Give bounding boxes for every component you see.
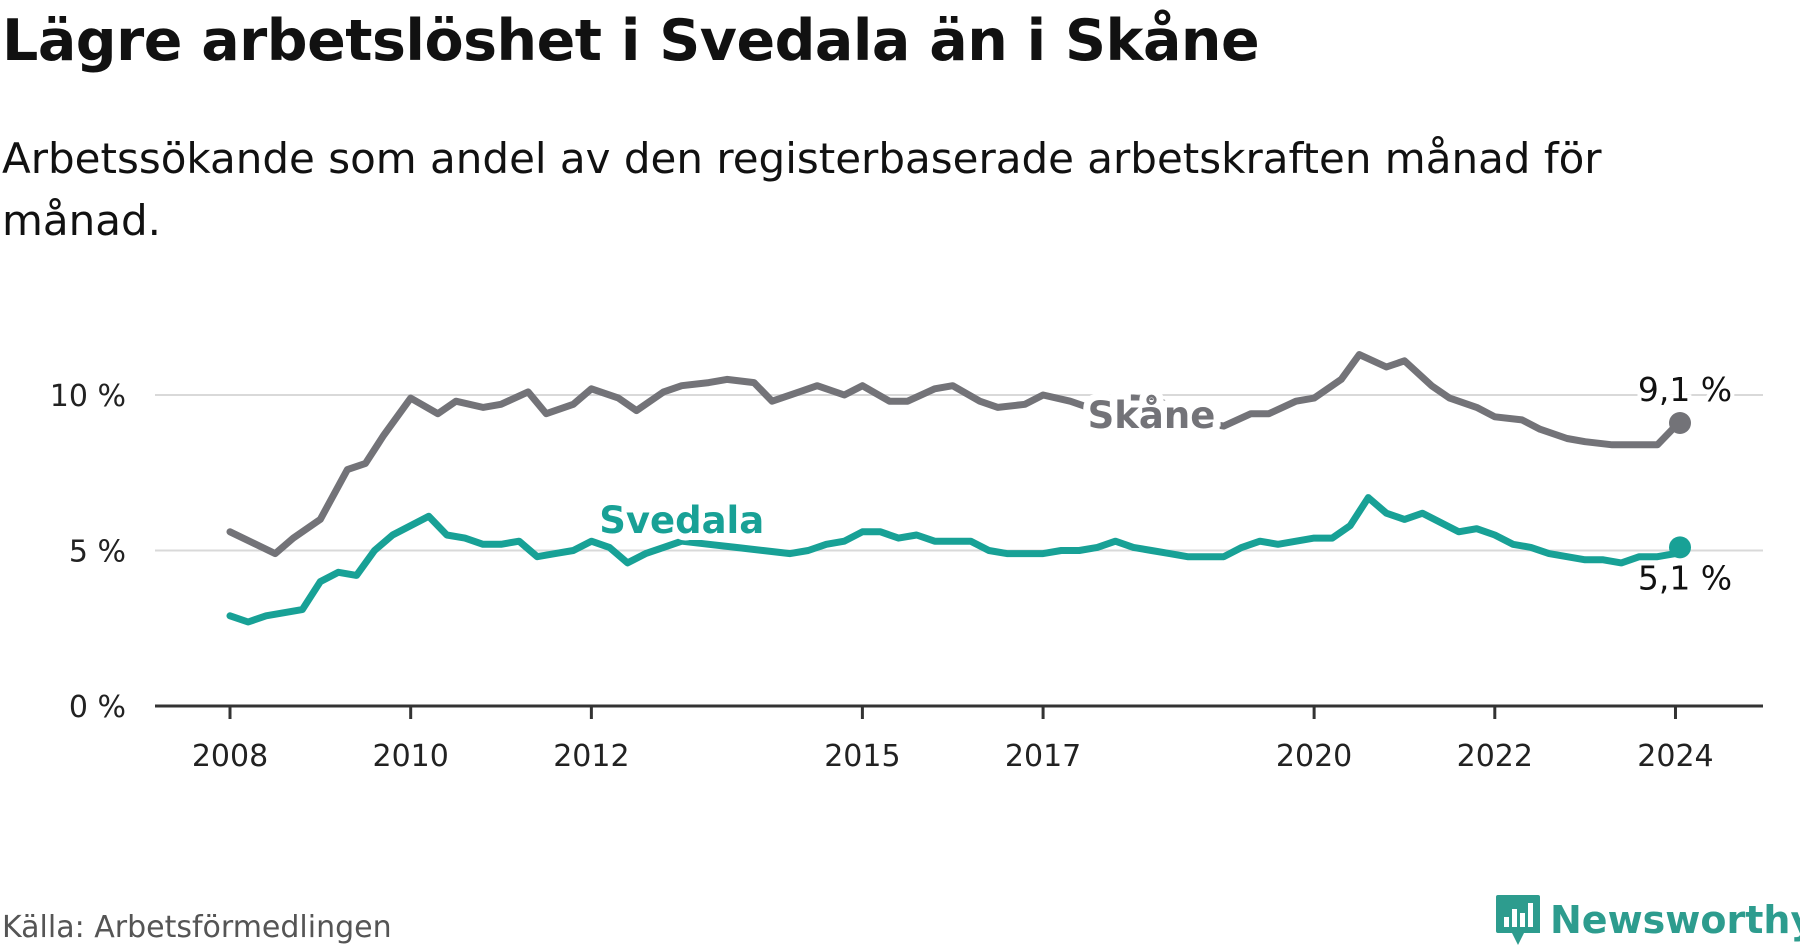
grid-lines	[155, 394, 1763, 552]
chart-subtitle: Arbetssökande som andel av den registerb…	[2, 134, 1602, 245]
x-tick-label: 2024	[1637, 739, 1713, 774]
x-axis-ticks: 2008 2010 2012 2015 2017 2020 2022 2024	[192, 706, 1714, 774]
x-tick-label: 2017	[1005, 739, 1081, 774]
series-lines	[226, 351, 1691, 626]
y-tick-label: 0 %	[69, 690, 126, 725]
x-tick-label: 2020	[1276, 739, 1352, 774]
end-value-label: 9,1 %	[1638, 370, 1732, 409]
brand-name: Newsworthy	[1550, 898, 1800, 942]
series-name-label: Svedala	[599, 499, 764, 542]
y-tick-label: 10 %	[50, 379, 126, 414]
end-point-svedala	[1669, 536, 1691, 559]
x-tick-label: 2022	[1457, 739, 1533, 774]
newsworthy-logo-icon	[1496, 895, 1540, 945]
chart-title: Lägre arbetslöshet i Svedala än i Skåne	[2, 8, 1260, 74]
end-point-skåne	[1669, 411, 1691, 434]
y-axis-ticks: 0 % 5 % 10 %	[50, 379, 126, 725]
x-tick-label: 2012	[553, 739, 629, 774]
x-tick-label: 2010	[373, 739, 449, 774]
series-labels: 9,1 % Skåne 5,1 % Svedala	[592, 366, 1736, 601]
source-note: Källa: Arbetsförmedlingen	[2, 910, 392, 945]
end-value-label: 5,1 %	[1638, 558, 1732, 597]
brand-logo[interactable]: Newsworthy	[1494, 888, 1800, 952]
series-name-label: Skåne	[1088, 394, 1216, 437]
line-chart: 0 %5 %10 % 2008 2010 2012 2015 2017 2020 2022 2…	[50, 351, 1763, 774]
x-tick-label: 2008	[192, 739, 268, 774]
y-tick-label: 5 %	[69, 535, 126, 570]
series-line-skåne	[226, 351, 1684, 558]
x-tick-label: 2015	[824, 739, 900, 774]
series-line-svedala	[226, 494, 1684, 626]
